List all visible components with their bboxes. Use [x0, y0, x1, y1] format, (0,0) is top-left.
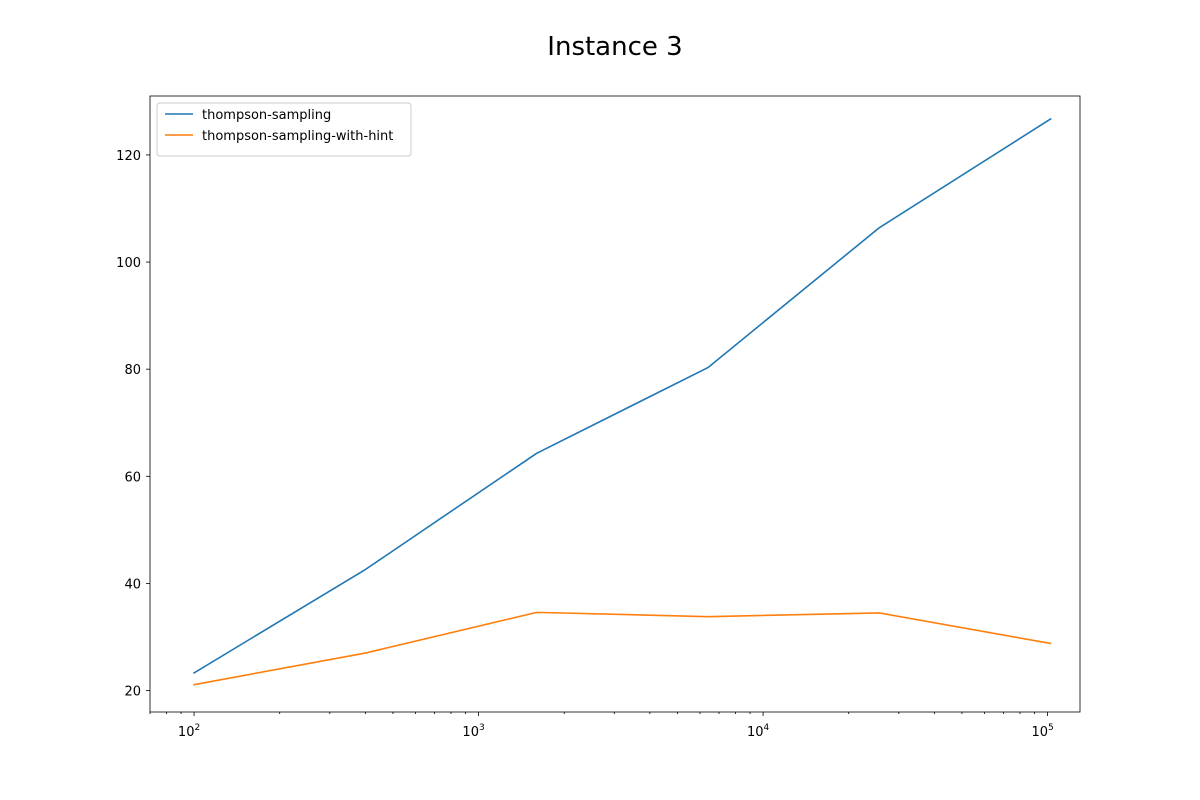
y-tick-label: 20: [124, 685, 141, 700]
x-tick-label-base: 10: [178, 725, 195, 740]
x-tick-label-base: 10: [747, 725, 764, 740]
y-tick-label: 100: [116, 256, 141, 271]
x-tick-label: 105: [1031, 723, 1053, 740]
x-tick-label-exponent: 2: [194, 723, 200, 733]
y-tick-label: 120: [116, 149, 141, 164]
x-tick-label: 102: [178, 723, 200, 740]
y-tick-label: 60: [124, 470, 141, 485]
axes-frame: [149, 95, 1081, 713]
legend-label: thompson-sampling-with-hint: [202, 129, 393, 144]
legend: thompson-sampling thompson-sampling-with-…: [156, 102, 412, 157]
chart-title: Instance 3: [547, 32, 682, 62]
y-tick-label: 40: [124, 577, 141, 592]
legend-label: thompson-sampling: [202, 108, 331, 123]
x-tick-label-exponent: 3: [479, 723, 485, 733]
series-line-thompson-sampling-with-hint: [193, 611, 1052, 686]
x-tick-label: 104: [747, 723, 770, 740]
x-tick-label-base: 10: [462, 725, 479, 740]
x-tick-label-base: 10: [1031, 725, 1048, 740]
series-line-thompson-sampling: [192, 117, 1052, 674]
x-tick-label: 103: [462, 723, 484, 740]
legend-frame: [156, 102, 412, 157]
x-tick-label-exponent: 5: [1048, 723, 1054, 733]
x-tick-label-exponent: 4: [763, 723, 769, 733]
y-tick-label: 80: [124, 363, 141, 378]
